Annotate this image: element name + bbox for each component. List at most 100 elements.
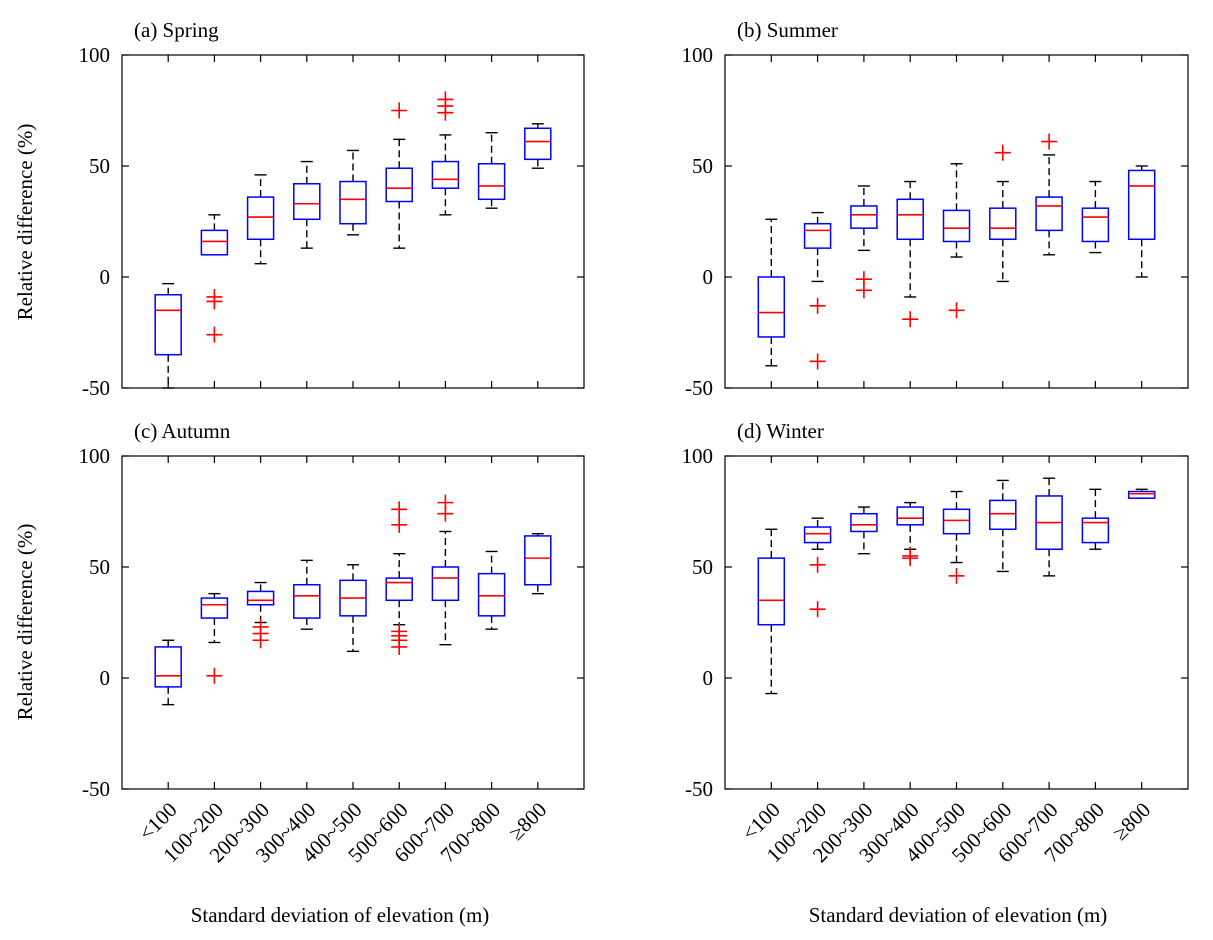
box-1 bbox=[200, 592, 229, 684]
y-tick-label: 100 bbox=[682, 43, 714, 67]
box-7 bbox=[1081, 488, 1110, 550]
box-6 bbox=[431, 494, 460, 646]
box-2 bbox=[850, 185, 878, 299]
y-tick-label: 50 bbox=[89, 555, 110, 579]
box-5 bbox=[385, 102, 413, 249]
box-3 bbox=[896, 501, 924, 567]
y-tick-label: -50 bbox=[685, 376, 713, 400]
iqr-box bbox=[942, 209, 971, 243]
y-tick-label: 0 bbox=[703, 666, 714, 690]
outlier-marker bbox=[902, 311, 919, 328]
iqr-box bbox=[757, 557, 786, 626]
outlier-marker bbox=[391, 102, 408, 119]
iqr-box bbox=[246, 590, 275, 606]
outlier-marker bbox=[994, 144, 1011, 161]
y-tick-label: -50 bbox=[82, 777, 110, 801]
y-tick-label: 100 bbox=[682, 444, 714, 468]
box-2 bbox=[246, 581, 275, 649]
outlier-marker bbox=[1041, 133, 1058, 150]
y-tick-label: 100 bbox=[79, 43, 111, 67]
box-7 bbox=[477, 131, 506, 209]
panel-label: (a) Spring bbox=[134, 18, 219, 42]
iqr-box bbox=[200, 229, 229, 256]
panel-spring: (a) Spring 100 50 0 -50 bbox=[79, 18, 585, 400]
outlier-marker bbox=[809, 353, 826, 370]
iqr-box bbox=[803, 526, 832, 544]
y-tick-label: 50 bbox=[692, 154, 713, 178]
y-tick-label: 0 bbox=[703, 265, 714, 289]
iqr-box bbox=[293, 584, 321, 619]
box-8 bbox=[1127, 488, 1156, 499]
panel-label: (d) Winter bbox=[737, 419, 824, 443]
iqr-box bbox=[200, 597, 229, 619]
box-3 bbox=[293, 160, 321, 249]
iqr-box bbox=[477, 572, 506, 617]
panel-label: (b) Summer bbox=[737, 18, 838, 42]
outlier-marker bbox=[855, 282, 872, 299]
panels: (a) Spring 100 50 0 -50 (b) Summer 100 50 0 -50 (c… bbox=[79, 18, 1189, 867]
x-axis-label-right: Standard deviation of elevation (m) bbox=[809, 903, 1108, 927]
iqr-box bbox=[1127, 169, 1156, 241]
box-0 bbox=[757, 218, 786, 367]
iqr-box bbox=[896, 506, 924, 526]
iqr-box bbox=[477, 163, 506, 201]
box-0 bbox=[757, 528, 786, 695]
box-7 bbox=[477, 550, 506, 630]
panel-summer: (b) Summer 100 50 0 -50 bbox=[682, 18, 1189, 400]
iqr-box bbox=[803, 222, 832, 249]
iqr-box bbox=[850, 205, 878, 229]
box-1 bbox=[200, 214, 229, 343]
iqr-box bbox=[293, 183, 321, 221]
iqr-box bbox=[896, 198, 924, 241]
box-5 bbox=[385, 501, 413, 655]
box-6 bbox=[1035, 133, 1063, 256]
box-7 bbox=[1081, 180, 1110, 254]
y-tick-label: -50 bbox=[82, 376, 110, 400]
outlier-marker bbox=[809, 297, 826, 314]
panel-label: (c) Autumn bbox=[134, 419, 231, 443]
outlier-marker bbox=[948, 302, 965, 319]
outlier-marker bbox=[437, 505, 454, 522]
box-4 bbox=[339, 149, 367, 236]
y-axis-label-bottom: Relative difference (%) bbox=[13, 524, 37, 721]
outlier-marker bbox=[206, 667, 223, 684]
y-tick-label: 0 bbox=[100, 666, 111, 690]
box-4 bbox=[942, 490, 971, 584]
box-6 bbox=[1035, 477, 1063, 577]
y-axis-label-top: Relative difference (%) bbox=[13, 124, 37, 321]
box-1 bbox=[803, 211, 832, 370]
box-0 bbox=[154, 639, 182, 706]
box-2 bbox=[246, 174, 275, 265]
iqr-box bbox=[989, 499, 1017, 531]
box-4 bbox=[942, 163, 971, 319]
iqr-box bbox=[431, 566, 460, 602]
box-3 bbox=[293, 559, 321, 630]
y-tick-label: 50 bbox=[89, 154, 110, 178]
box-1 bbox=[803, 517, 832, 618]
iqr-box bbox=[524, 535, 552, 586]
outlier-marker bbox=[809, 556, 826, 573]
box-8 bbox=[524, 533, 552, 595]
iqr-box bbox=[989, 207, 1017, 241]
iqr-box bbox=[339, 180, 367, 225]
y-tick-label: -50 bbox=[685, 777, 713, 801]
iqr-box bbox=[757, 276, 786, 338]
x-tick-label: ≥800 bbox=[1108, 798, 1155, 845]
outlier-marker bbox=[206, 293, 223, 310]
iqr-box bbox=[942, 508, 971, 535]
outlier-marker bbox=[391, 638, 408, 655]
iqr-box bbox=[431, 160, 460, 189]
iqr-box bbox=[1035, 196, 1063, 232]
panel-autumn: (c) Autumn100500-50<100100~200200~300300… bbox=[79, 419, 585, 867]
iqr-box bbox=[1127, 490, 1156, 499]
panel-winter: (d) Winter100500-50<100100~200200~300300… bbox=[682, 419, 1189, 867]
iqr-box bbox=[154, 294, 182, 356]
box-4 bbox=[339, 564, 367, 653]
iqr-box bbox=[246, 196, 275, 241]
y-tick-label: 50 bbox=[692, 555, 713, 579]
box-6 bbox=[431, 91, 460, 216]
iqr-box bbox=[385, 167, 413, 203]
iqr-box bbox=[154, 646, 182, 688]
outlier-marker bbox=[391, 516, 408, 533]
